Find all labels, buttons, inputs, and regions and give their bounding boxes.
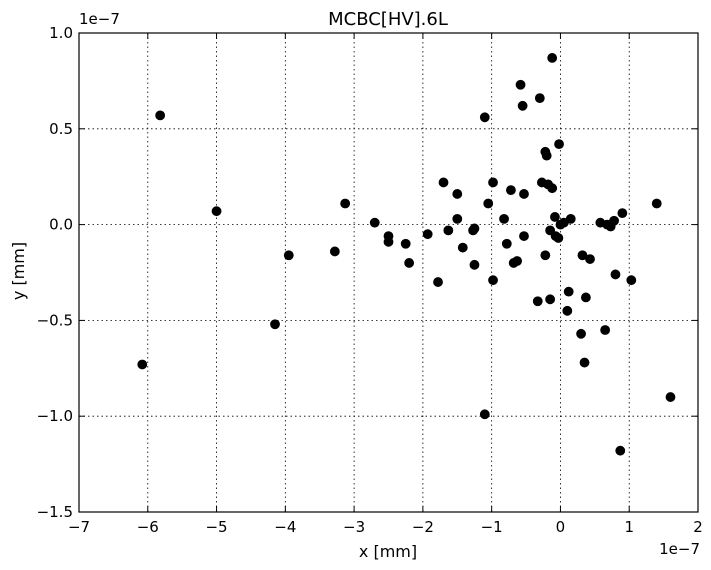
data-point (452, 213, 463, 224)
data-point (457, 242, 468, 253)
data-point (329, 246, 340, 257)
data-point (404, 258, 415, 268)
data-point (545, 294, 556, 305)
data-point (452, 189, 463, 199)
data-point (553, 233, 564, 243)
data-point (438, 177, 449, 188)
data-point (519, 231, 529, 241)
data-point (547, 183, 558, 194)
x-tick-label: −4 (274, 518, 296, 536)
data-point (501, 238, 512, 249)
x-axis-offset-label: 1e−7 (659, 540, 700, 558)
data-point (155, 110, 166, 121)
x-tick-label: −5 (205, 518, 227, 536)
x-tick-label: 0 (556, 518, 566, 536)
data-point (469, 223, 480, 234)
data-point (211, 206, 222, 217)
data-point (137, 359, 148, 370)
data-point (617, 208, 628, 219)
data-point (554, 139, 564, 150)
data-point (270, 319, 280, 330)
data-point (469, 259, 480, 270)
axis-tick-labels: −7 −6 −5 −4 −3 −2 −1 0 1 2 −1.5 −1.0 −0.5 0.0 0.5 1.0 (37, 24, 703, 536)
data-point (499, 213, 509, 224)
data-point (600, 325, 611, 335)
x-tick-label: −3 (343, 518, 365, 536)
y-tick-label: 1.0 (49, 24, 73, 42)
data-point (562, 305, 573, 316)
data-point (626, 275, 637, 286)
data-point (506, 185, 516, 196)
y-tick-label: 0.5 (49, 120, 73, 138)
data-point (610, 269, 621, 280)
data-point (565, 213, 576, 224)
data-point (369, 217, 380, 228)
data-point (479, 409, 490, 420)
data-point (547, 53, 558, 63)
y-tick-label: 0.0 (49, 216, 73, 234)
x-tick-label: −1 (481, 518, 503, 536)
data-points (137, 53, 676, 456)
y-axis-label: y [mm] (9, 242, 28, 300)
data-point (534, 93, 545, 104)
data-point (383, 236, 394, 247)
data-point (340, 198, 351, 209)
y-tick-label: −0.5 (37, 311, 73, 329)
x-axis-label: x [mm] (359, 542, 417, 561)
data-point (550, 212, 560, 222)
data-point (400, 238, 411, 249)
data-point (519, 189, 529, 199)
y-tick-label: −1.5 (37, 503, 73, 521)
data-point (512, 256, 523, 266)
data-point (665, 392, 676, 402)
data-point (532, 296, 543, 307)
y-axis-offset-label: 1e−7 (79, 10, 120, 28)
x-tick-label: −6 (137, 518, 159, 536)
data-point (540, 250, 551, 261)
data-point (563, 286, 574, 297)
axis-ticks (78, 32, 699, 513)
data-point (443, 225, 454, 236)
data-point (580, 292, 591, 303)
data-point (517, 100, 528, 111)
data-point (541, 150, 552, 161)
x-tick-label: 1 (624, 518, 634, 536)
data-point (579, 357, 590, 368)
data-point (576, 328, 586, 339)
x-tick-label: −2 (412, 518, 434, 536)
data-point (515, 79, 526, 90)
x-tick-label: 2 (693, 518, 703, 536)
data-point (585, 254, 595, 264)
grid-lines (78, 32, 699, 513)
data-point (479, 112, 490, 123)
data-point (651, 198, 662, 209)
data-point (577, 250, 588, 261)
data-point (488, 177, 498, 188)
y-tick-label: −1.0 (37, 407, 73, 425)
x-tick-label: −7 (68, 518, 90, 536)
chart-title: MCBC[HV].6L (328, 9, 448, 30)
data-point (615, 445, 626, 456)
data-point (609, 215, 619, 226)
data-point (283, 250, 294, 261)
data-point (422, 229, 433, 240)
data-point (433, 277, 443, 287)
data-point (483, 198, 494, 209)
data-point (488, 275, 498, 286)
plot-frame (78, 32, 699, 513)
